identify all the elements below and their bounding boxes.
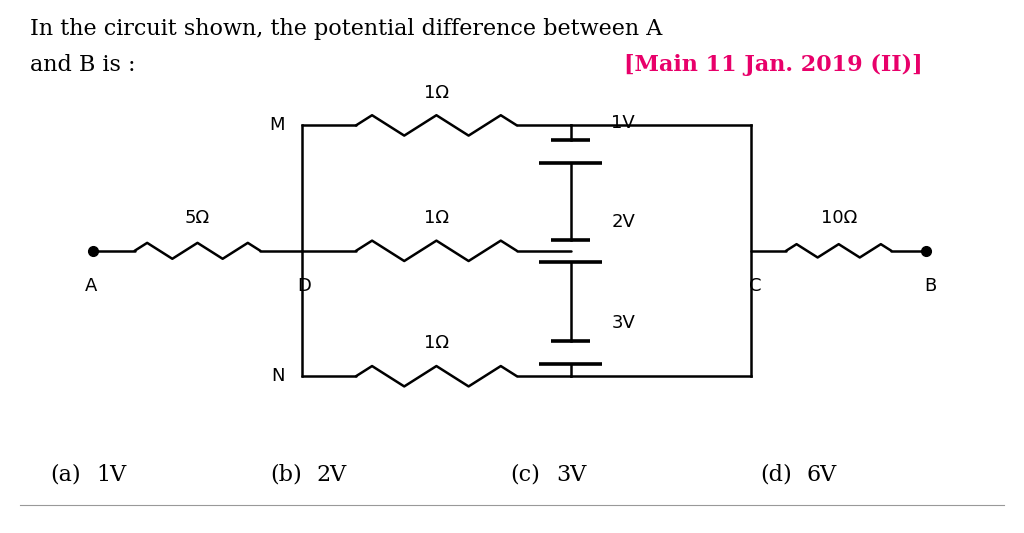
Text: 5Ω: 5Ω — [185, 209, 210, 227]
Text: 1V: 1V — [611, 114, 635, 132]
Text: 1Ω: 1Ω — [424, 84, 449, 102]
Text: A: A — [84, 277, 97, 295]
Text: 3V: 3V — [556, 464, 587, 486]
Text: M: M — [269, 116, 285, 134]
Text: B: B — [925, 277, 937, 295]
Text: 1V: 1V — [96, 464, 126, 486]
Text: D: D — [297, 277, 311, 295]
Text: 1Ω: 1Ω — [424, 334, 449, 352]
Text: 2V: 2V — [611, 213, 635, 231]
Text: C: C — [749, 277, 761, 295]
Text: 1Ω: 1Ω — [424, 209, 449, 227]
Text: and B is :: and B is : — [30, 54, 135, 76]
Text: [Main 11 Jan. 2019 (II)]: [Main 11 Jan. 2019 (II)] — [625, 54, 923, 76]
Text: 3V: 3V — [611, 314, 635, 333]
Text: N: N — [270, 367, 285, 385]
Text: (b): (b) — [270, 464, 302, 486]
Text: In the circuit shown, the potential difference between A: In the circuit shown, the potential diff… — [30, 18, 663, 40]
Text: 10Ω: 10Ω — [820, 209, 857, 227]
Text: (c): (c) — [510, 464, 540, 486]
Text: 6V: 6V — [806, 464, 837, 486]
Text: (d): (d) — [760, 464, 792, 486]
Text: 2V: 2V — [316, 464, 346, 486]
Text: (a): (a) — [50, 464, 81, 486]
